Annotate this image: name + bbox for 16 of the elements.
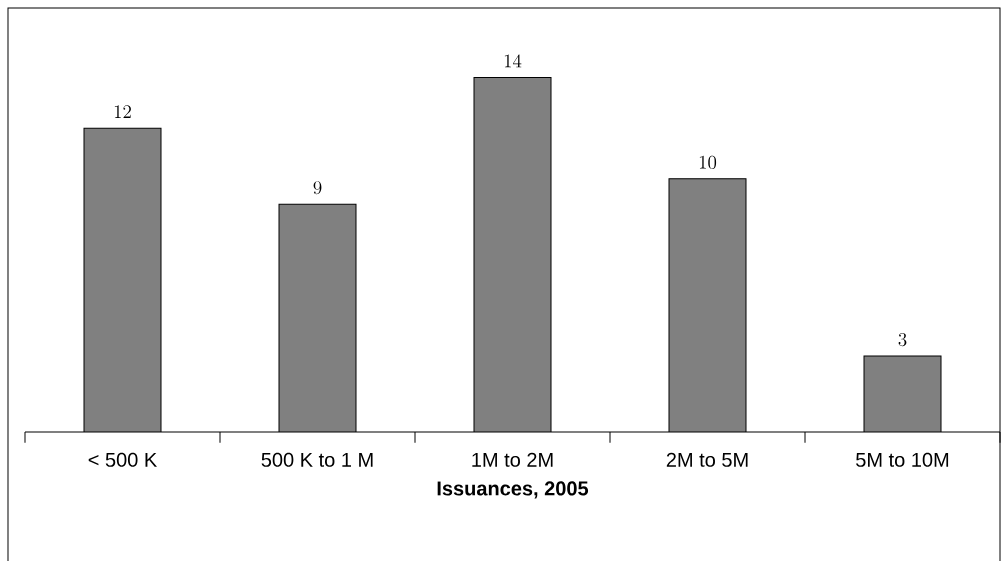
data-label: 14 <box>504 54 522 68</box>
x-tick-label: 1M to 2M <box>472 452 553 467</box>
x-tick-label: < 500 K <box>88 452 157 467</box>
data-label: 10 <box>699 155 717 169</box>
data-label: 3 <box>898 333 907 347</box>
x-tick-label: 2M to 5M <box>666 452 748 467</box>
x-axis-title: Issuances, 2005 <box>437 481 589 499</box>
bar <box>474 77 551 432</box>
data-label: 12 <box>114 105 131 118</box>
x-tick-label: 5M to 10M <box>856 452 949 467</box>
bar <box>279 204 356 432</box>
bar <box>863 355 942 432</box>
x-tick-label: 500 K to 1 M <box>261 452 373 467</box>
bar <box>669 178 746 432</box>
data-label: 9 <box>313 181 322 195</box>
bar <box>84 128 161 432</box>
